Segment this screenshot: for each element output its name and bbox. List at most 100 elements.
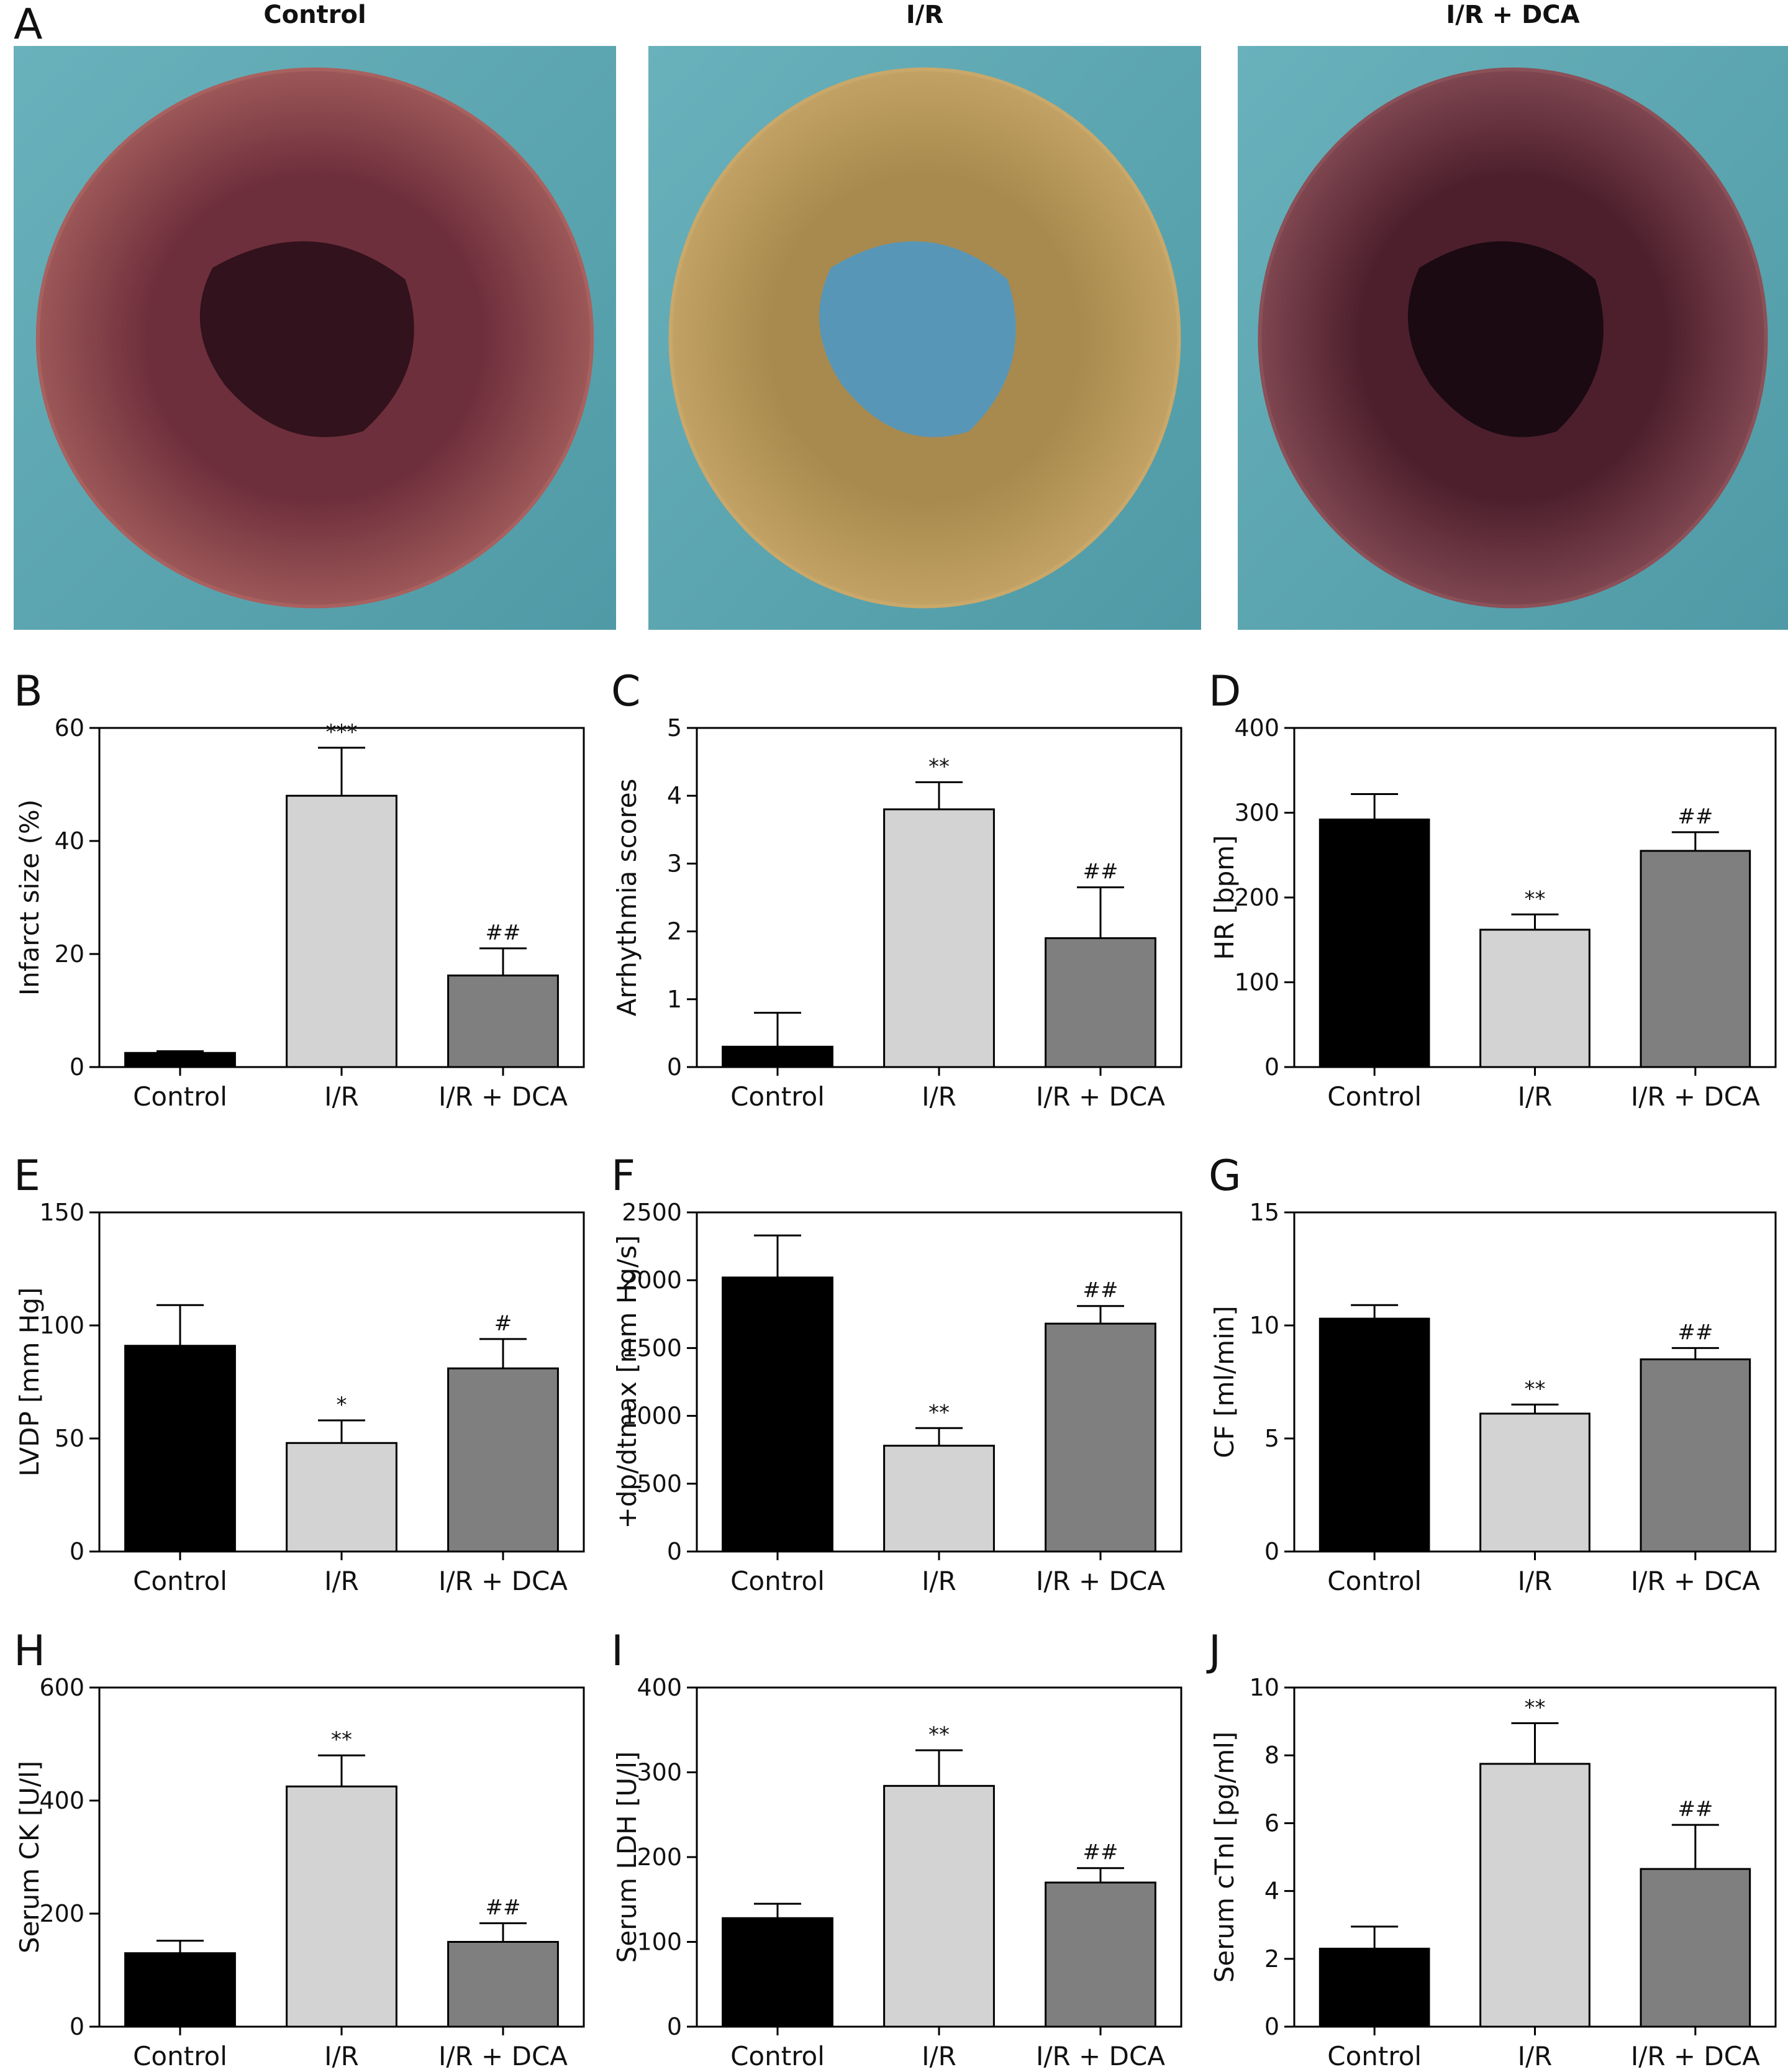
x-tick-label: Control <box>1327 2041 1422 2071</box>
significance-label: ## <box>1083 1278 1119 1303</box>
chart-svg: 0 50 100 150 LVDP [mm Hg] Control I/R * I/R + DC… <box>14 1199 585 1596</box>
bar <box>1479 929 1591 1068</box>
significance-label: ## <box>486 1895 521 1920</box>
y-tick-label: 2500 <box>622 1199 682 1226</box>
y-tick-label: 15 <box>1250 1199 1279 1226</box>
y-tick-label: 0 <box>667 2013 682 2040</box>
x-tick-label: I/R + DCA <box>1036 2041 1165 2071</box>
y-tick-label: 150 <box>39 1199 84 1226</box>
y-tick-label: 200 <box>637 1843 682 1871</box>
bar <box>1045 937 1156 1068</box>
x-tick-label: Control <box>133 1566 227 1596</box>
bar <box>883 1784 995 2028</box>
y-tick-label: 3 <box>667 850 682 877</box>
chart-svg: 0 100 200 300 400 Serum LDH [U/l] Control I/R **… <box>612 1674 1182 2071</box>
y-tick-label: 20 <box>55 940 84 968</box>
chart-cf: 0 5 10 15 CF [ml/min] Control I/R ** I/R + DCA ## <box>1195 1155 1788 1627</box>
significance-label: ## <box>1083 860 1119 884</box>
heart-photo-ir-dca <box>1238 46 1788 630</box>
y-axis-label: LVDP [mm Hg] <box>14 1288 45 1477</box>
x-tick-label: I/R <box>324 1081 359 1112</box>
y-axis-label: Serum LDH [U/l] <box>612 1752 642 1963</box>
bar <box>722 1045 833 1068</box>
heart-photo-graphic <box>1238 46 1788 630</box>
x-tick-label: I/R <box>324 1566 359 1596</box>
bar <box>883 808 995 1068</box>
y-tick-label: 0 <box>70 1053 84 1081</box>
bar <box>722 1276 833 1553</box>
significance-label: ** <box>1525 1376 1546 1401</box>
bar <box>1479 1412 1591 1553</box>
y-tick-label: 8 <box>1264 1742 1279 1769</box>
bar <box>1045 1881 1156 2028</box>
significance-label: ## <box>1083 1840 1119 1865</box>
x-tick-label: I/R + DCA <box>1036 1566 1165 1596</box>
chart-serum-ldh: 0 100 200 300 400 Serum LDH [U/l] Control I/R **… <box>597 1630 1194 2072</box>
significance-label: ** <box>928 754 950 779</box>
y-axis-label: Serum CK [U/l] <box>14 1761 45 1953</box>
y-tick-label: 0 <box>667 1053 682 1081</box>
y-tick-label: 100 <box>39 1312 84 1339</box>
heart-photo-graphic <box>648 46 1201 630</box>
y-tick-label: 5 <box>667 714 682 742</box>
bar <box>447 1367 559 1553</box>
chart-serum-ck: 0 200 400 600 Serum CK [U/l] Control I/R ** I/R … <box>0 1630 596 2072</box>
y-tick-label: 0 <box>1264 1538 1279 1565</box>
y-tick-label: 0 <box>1264 1053 1279 1081</box>
y-tick-label: 1500 <box>622 1334 682 1361</box>
x-tick-label: I/R + DCA <box>438 2041 568 2071</box>
chart-svg: 0 1 2 3 4 5 Arrhythmia scores Control I/R ** I/R +… <box>612 714 1182 1112</box>
bar <box>1318 1947 1430 2028</box>
heart-photo-ir <box>648 46 1201 630</box>
y-tick-label: 200 <box>1234 884 1279 911</box>
y-tick-label: 0 <box>70 2013 84 2040</box>
y-tick-label: 0 <box>667 1538 682 1565</box>
y-tick-label: 100 <box>637 1929 682 1956</box>
y-axis-label: CF [ml/min] <box>1209 1306 1240 1458</box>
significance-label: ** <box>928 1400 950 1425</box>
x-tick-label: I/R <box>324 2041 359 2071</box>
bar <box>124 1052 236 1068</box>
y-tick-label: 400 <box>39 1787 84 1814</box>
chart-infarct-size: 0 20 40 60 Infarct size (%) Control I/R *** I/R … <box>0 671 596 1143</box>
photo-label-ir-dca: I/R + DCA <box>1446 1 1580 29</box>
x-tick-label: Control <box>133 2041 227 2071</box>
y-tick-label: 5 <box>1264 1425 1279 1452</box>
y-axis-label: Arrhythmia scores <box>612 779 642 1017</box>
x-tick-label: I/R <box>1518 1081 1553 1112</box>
panel-letter-e: E <box>14 1152 40 1201</box>
x-tick-label: I/R + DCA <box>1631 1566 1760 1596</box>
photo-label-ir: I/R <box>905 1 944 29</box>
bar <box>1640 1868 1751 2028</box>
bar <box>1479 1763 1591 2028</box>
y-axis-label: HR [bpm] <box>1209 835 1240 960</box>
bar <box>1640 1358 1751 1553</box>
significance-label: ## <box>1677 1320 1713 1345</box>
y-tick-label: 2 <box>667 918 682 945</box>
panel-letter-d: D <box>1209 667 1241 716</box>
chart-svg: 0 500 1000 1500 2000 2500 +dp/dtmax [mm Hg/s] C… <box>612 1199 1182 1596</box>
heart-photo-control <box>14 46 616 630</box>
bar <box>286 794 397 1068</box>
bar <box>447 1941 559 2028</box>
bar <box>124 1952 236 2028</box>
y-axis-label: Infarct size (%) <box>14 799 45 996</box>
significance-label: ## <box>486 920 521 945</box>
significance-label: ## <box>1677 1797 1713 1822</box>
chart-hr: 0 100 200 300 400 HR [bpm] Control I/R ** I/R + D… <box>1195 671 1788 1143</box>
x-tick-label: I/R <box>1518 2041 1553 2071</box>
x-tick-label: I/R + DCA <box>1631 2041 1760 2071</box>
y-tick-label: 50 <box>55 1425 84 1452</box>
y-tick-label: 100 <box>1234 969 1279 996</box>
panel-letter-j: J <box>1209 1627 1222 1676</box>
y-tick-label: 200 <box>39 1900 84 1927</box>
y-tick-label: 10 <box>1250 1674 1279 1701</box>
y-tick-label: 0 <box>1264 2013 1279 2040</box>
y-tick-label: 400 <box>1234 714 1279 742</box>
y-tick-label: 4 <box>1264 1878 1279 1905</box>
y-tick-label: 1 <box>667 986 682 1013</box>
x-tick-label: I/R + DCA <box>1036 1081 1165 1112</box>
x-tick-label: I/R <box>1518 1566 1553 1596</box>
panel-letter-f: F <box>611 1152 636 1201</box>
significance-label: ** <box>1525 886 1546 911</box>
